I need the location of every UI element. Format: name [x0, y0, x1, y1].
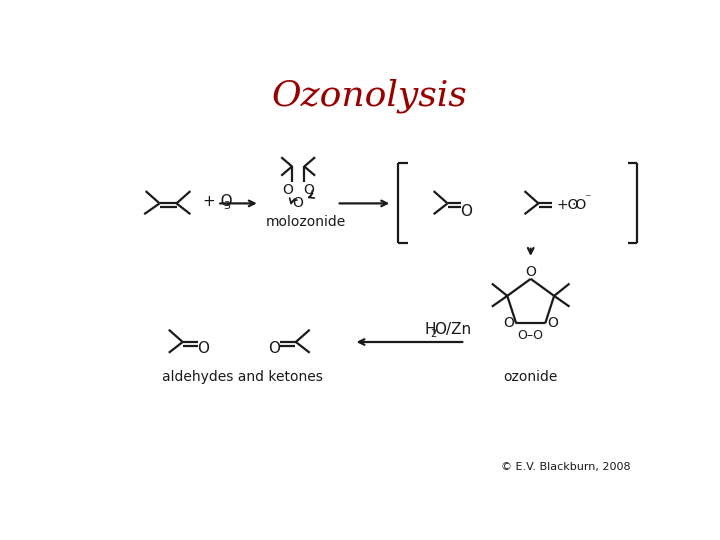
Text: 2: 2 — [431, 329, 437, 339]
Text: O: O — [503, 316, 514, 330]
Text: 3: 3 — [222, 201, 230, 212]
Text: O: O — [547, 316, 558, 330]
Text: ·O: ·O — [572, 198, 587, 212]
Text: O: O — [197, 341, 210, 356]
Text: + O: + O — [203, 194, 233, 210]
Text: H: H — [425, 322, 436, 337]
Text: O: O — [269, 341, 281, 356]
Text: ⁻: ⁻ — [584, 192, 590, 205]
Text: O/Zn: O/Zn — [434, 322, 472, 337]
Text: aldehydes and ketones: aldehydes and ketones — [161, 370, 323, 383]
Text: Ozonolysis: Ozonolysis — [271, 78, 467, 113]
Text: O: O — [282, 183, 293, 197]
Text: O: O — [460, 204, 472, 219]
Text: molozonide: molozonide — [266, 215, 346, 229]
Text: O: O — [526, 265, 536, 279]
Text: O: O — [293, 197, 304, 211]
Text: ozonide: ozonide — [503, 370, 558, 383]
Text: O–O: O–O — [518, 329, 544, 342]
Text: © E.V. Blackburn, 2008: © E.V. Blackburn, 2008 — [501, 462, 631, 472]
Text: O: O — [304, 183, 315, 197]
Text: +O: +O — [557, 198, 580, 212]
